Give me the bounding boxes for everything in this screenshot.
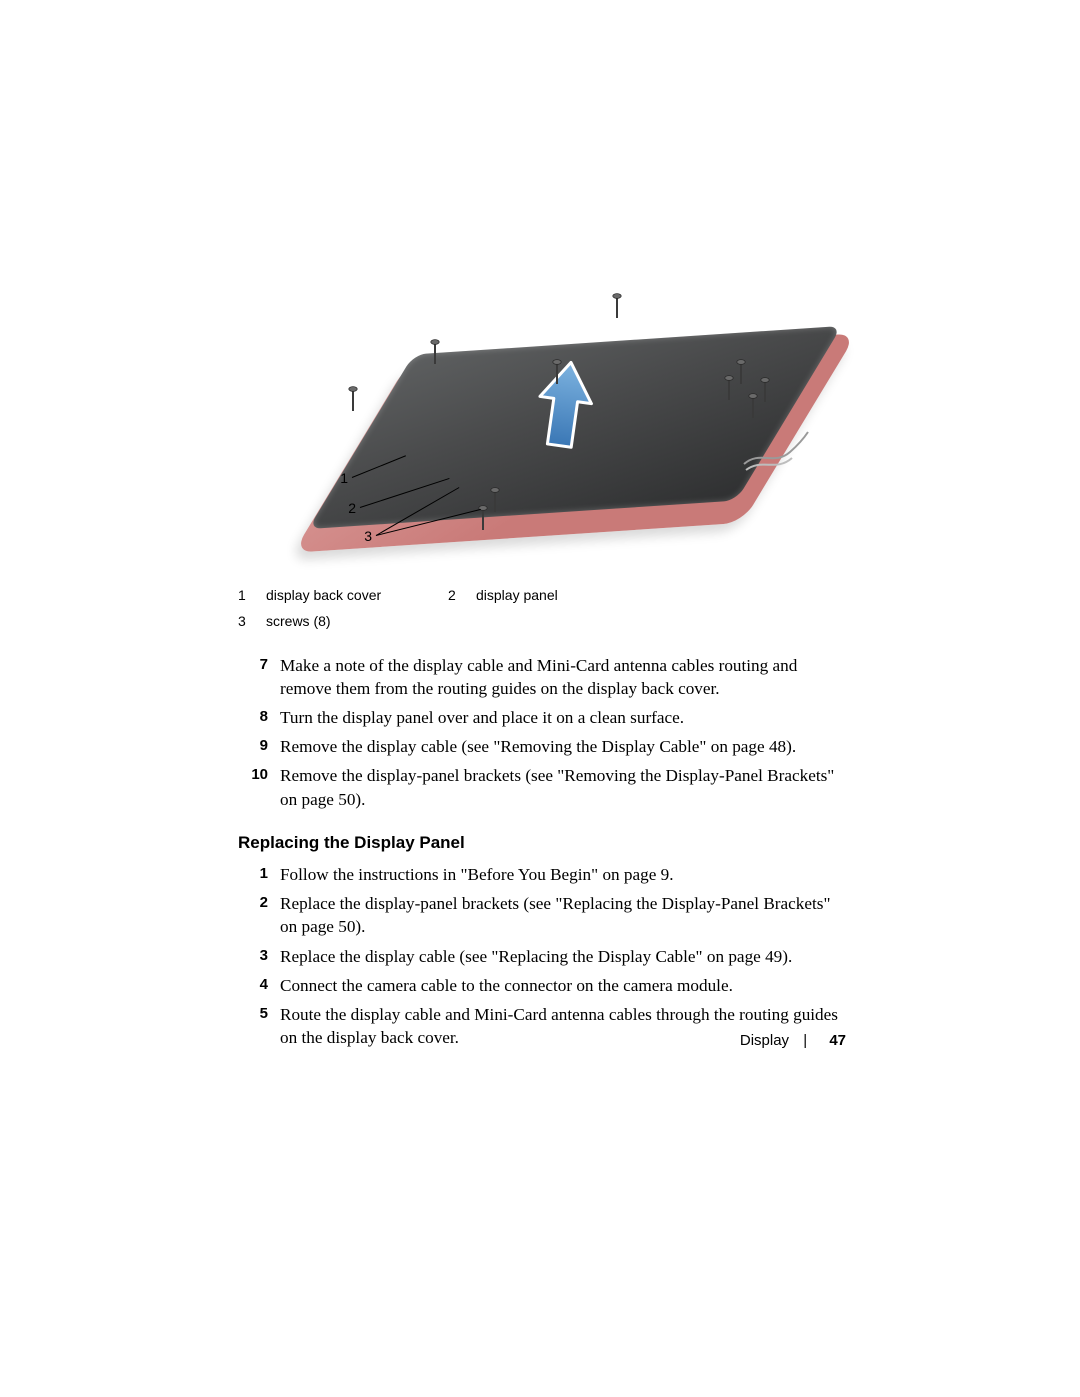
step-number: 8	[238, 706, 280, 729]
legend-number: 3	[238, 610, 266, 634]
step-number: 1	[238, 863, 280, 886]
step-text: Turn the display panel over and place it…	[280, 706, 850, 729]
step-item: 1Follow the instructions in "Before You …	[238, 863, 850, 886]
figure-legend: 1display back cover2display panel3screws…	[238, 584, 850, 636]
screw-icon	[612, 292, 622, 320]
step-text: Remove the display cable (see "Removing …	[280, 735, 850, 758]
legend-number: 1	[238, 584, 266, 608]
legend-label: display panel	[476, 584, 658, 608]
step-text: Replace the display-panel brackets (see …	[280, 892, 850, 938]
footer-separator: |	[803, 1032, 807, 1049]
step-text: Connect the camera cable to the connecto…	[280, 974, 850, 997]
display-panel-figure: 1 2 3	[310, 280, 790, 560]
callout-number: 2	[336, 500, 356, 516]
callout-number: 3	[352, 528, 372, 544]
step-number: 2	[238, 892, 280, 938]
step-number: 9	[238, 735, 280, 758]
step-text: Remove the display-panel brackets (see "…	[280, 764, 850, 810]
step-item: 10Remove the display-panel brackets (see…	[238, 764, 850, 810]
page-footer: Display | 47	[740, 1032, 846, 1049]
legend-item: 2display panel	[448, 584, 658, 608]
screw-icon	[348, 385, 358, 413]
section-heading: Replacing the Display Panel	[238, 833, 850, 853]
legend-number: 2	[448, 584, 476, 608]
step-number: 4	[238, 974, 280, 997]
legend-item: 1display back cover	[238, 584, 448, 608]
footer-chapter: Display	[740, 1032, 789, 1049]
removing-steps-list: 7Make a note of the display cable and Mi…	[238, 654, 850, 811]
step-item: 3Replace the display cable (see "Replaci…	[238, 945, 850, 968]
step-item: 9Remove the display cable (see "Removing…	[238, 735, 850, 758]
legend-label: display back cover	[266, 584, 448, 608]
step-number: 10	[238, 764, 280, 810]
antenna-cable-icon	[740, 430, 810, 490]
legend-item: 3screws (8)	[238, 610, 448, 634]
step-item: 4Connect the camera cable to the connect…	[238, 974, 850, 997]
replacing-steps-list: 1Follow the instructions in "Before You …	[238, 863, 850, 1050]
step-number: 7	[238, 654, 280, 700]
callout-number: 1	[328, 470, 348, 486]
step-item: 2Replace the display-panel brackets (see…	[238, 892, 850, 938]
legend-label: screws (8)	[266, 610, 448, 634]
step-text: Follow the instructions in "Before You B…	[280, 863, 850, 886]
document-page: 123 1display back cover2display panel3sc…	[0, 0, 1080, 1397]
step-number: 3	[238, 945, 280, 968]
step-item: 7Make a note of the display cable and Mi…	[238, 654, 850, 700]
step-number: 5	[238, 1003, 280, 1049]
step-item: 8Turn the display panel over and place i…	[238, 706, 850, 729]
step-text: Replace the display cable (see "Replacin…	[280, 945, 850, 968]
step-text: Make a note of the display cable and Min…	[280, 654, 850, 700]
footer-page-number: 47	[829, 1032, 846, 1049]
